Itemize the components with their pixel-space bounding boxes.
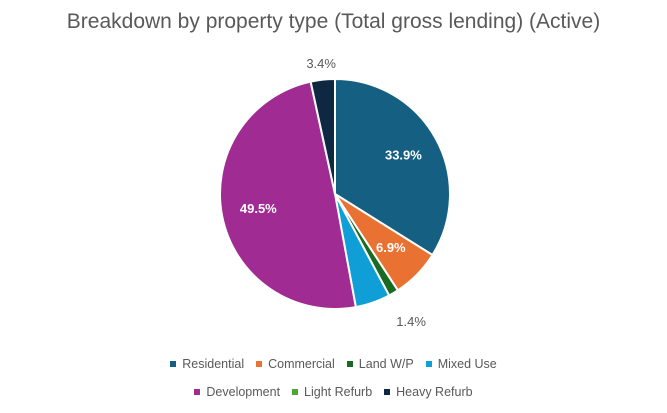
legend-swatch xyxy=(425,361,432,367)
legend-label: Residential xyxy=(182,357,245,371)
legend-item-commercial: Commercial xyxy=(256,357,335,371)
data-label-development: 49.5% xyxy=(240,201,277,216)
legend: Residential Commercial Land W/P Mixed Use D… xyxy=(0,350,667,406)
legend-item-light-refurb: Light Refurb xyxy=(292,385,372,399)
legend-swatch xyxy=(256,361,263,367)
legend-label: Commercial xyxy=(268,357,335,371)
data-label-commercial: 6.9% xyxy=(376,240,406,255)
pie-slice-development xyxy=(219,80,358,310)
legend-label: Development xyxy=(206,385,281,399)
chart-title: Breakdown by property type (Total gross … xyxy=(66,10,601,33)
legend-swatch xyxy=(194,389,201,395)
legend-item-development: Development xyxy=(194,385,280,399)
legend-label: Mixed Use xyxy=(437,357,497,371)
legend-item-mixed-use: Mixed Use xyxy=(425,357,497,371)
legend-swatch xyxy=(292,389,299,395)
data-label-land-w-p: 1.4% xyxy=(396,314,426,329)
legend-swatch xyxy=(170,361,177,367)
pie-chart: 33.9% 6.9% 1.4% 49.5% 3.4% xyxy=(219,56,451,329)
legend-item-residential: Residential xyxy=(170,357,244,371)
legend-row: Development Light Refurb Heavy Refurb xyxy=(0,378,667,406)
data-label-residential: 33.9% xyxy=(385,148,422,163)
legend-swatch xyxy=(346,361,353,367)
legend-swatch xyxy=(384,389,391,395)
legend-item-heavy-refurb: Heavy Refurb xyxy=(384,385,473,399)
legend-label: Land W/P xyxy=(358,357,414,371)
legend-row: Residential Commercial Land W/P Mixed Use xyxy=(0,350,667,378)
pie-slice-heavy-refurb xyxy=(309,77,336,195)
legend-label: Light Refurb xyxy=(304,385,373,399)
legend-label: Heavy Refurb xyxy=(396,385,473,399)
legend-item-land-w-p: Land W/P xyxy=(346,357,414,371)
data-label-heavy-refurb: 3.4% xyxy=(306,56,336,71)
